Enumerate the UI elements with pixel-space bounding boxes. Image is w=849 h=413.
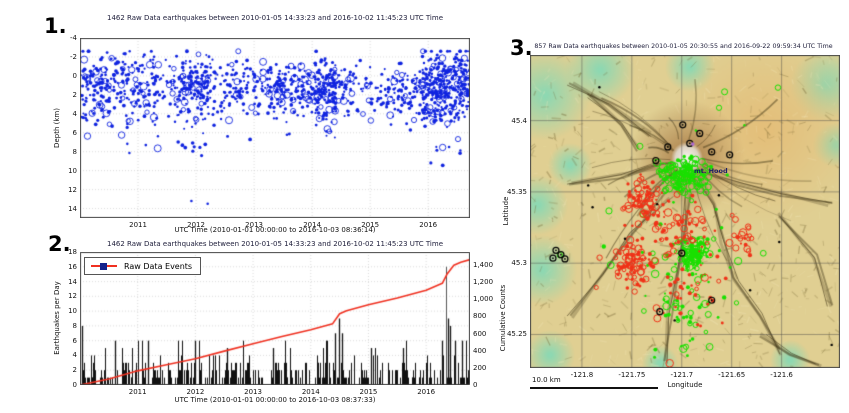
tick-label: -121.75 [618,371,646,379]
tick-label: 2015 [359,388,378,396]
tick-label: -121.6 [770,371,793,379]
tick-label: 2016 [417,388,436,396]
tick-label: 600 [473,329,487,338]
tick-label: 800 [473,312,487,321]
tick-label: 1,400 [473,260,494,269]
legend-marker-square [100,263,107,270]
tick-label: 10 [68,166,77,175]
panel2-number: 2. [48,232,71,256]
tick-label: 2014 [301,388,320,396]
tick-label: 2012 [186,388,205,396]
panel3-xlabel: Longitude [667,381,703,389]
legend-line-sample [91,263,117,270]
tick-label: 2012 [187,221,205,229]
panel2-xlabel: UTC Time (2010-01-01 00:00:00 to 2016-10… [174,396,376,404]
tick-label: 2013 [245,221,264,229]
tick-label: 45.4 [511,116,527,125]
tick-label: 200 [473,363,487,372]
tick-label: 2015 [361,221,380,229]
tick-label: -2 [70,52,77,61]
tick-label: 14 [68,204,77,213]
tick-label: 2016 [419,221,438,229]
tick-label: 4 [72,351,77,360]
tick-label: 45.3 [511,259,527,268]
legend-label: Raw Data Events [124,261,193,271]
panel2-ylabel-right: Cumulative Counts [499,284,507,352]
scale-bar-label: 10.0 km [532,376,561,384]
depth-scatter-canvas [80,38,470,218]
panel1-xlabel: UTC Time (2010-01-01 00:00:00 to 2016-10… [174,226,376,234]
tick-label: 45.35 [506,187,527,196]
tick-label: 0 [72,381,77,389]
tick-label: 12 [68,185,77,194]
tick-label: 2013 [244,388,262,396]
tick-label: 1,200 [473,278,494,287]
tick-label: 12 [68,292,77,301]
panel1-title: 1462 Raw Data earthquakes between 2010-0… [107,14,443,22]
tick-label: 16 [68,262,77,271]
legend-raw-data-events: Raw Data Events [84,257,202,275]
tick-label: 4 [72,109,77,118]
panel3-ylabel: Latitude [502,196,510,226]
tick-label: 45.25 [506,330,527,339]
tick-label: -121.65 [718,371,746,379]
tick-label: 6 [72,336,77,345]
tick-label: 8 [72,321,77,330]
panel2-title: 1462 Raw Data earthquakes between 2010-0… [107,240,443,248]
summit-label: mt. Hood [694,167,728,175]
tick-label: 1,000 [473,295,494,304]
tick-label: 2 [72,366,77,375]
tick-label: 18 [68,248,77,256]
epicenter-map-canvas [530,55,840,368]
tick-label: 8 [72,147,77,156]
panel1-number: 1. [44,14,67,38]
tick-label: -121.8 [570,371,594,379]
tick-label: 2011 [128,388,147,396]
panel3-title: 857 Raw Data earthquakes between 2010-01… [534,43,833,50]
tick-label: 6 [72,128,77,137]
panel2-ylabel-left: Earthquakes per Day [53,281,61,355]
tick-label: 400 [473,346,487,355]
tick-label: 2011 [129,221,147,229]
tick-label: 14 [68,277,77,286]
tick-label: -121.7 [670,371,694,379]
scale-bar-line [530,387,658,389]
panel3-number: 3. [510,36,533,60]
tick-label: -4 [70,34,77,42]
tick-label: 0 [72,71,77,80]
tick-label: 2 [72,90,77,99]
tick-label: 2014 [303,221,322,229]
tick-label: 0 [473,381,478,389]
tick-label: 10 [68,307,77,316]
panel1-ylabel: Depth (km) [53,108,61,148]
